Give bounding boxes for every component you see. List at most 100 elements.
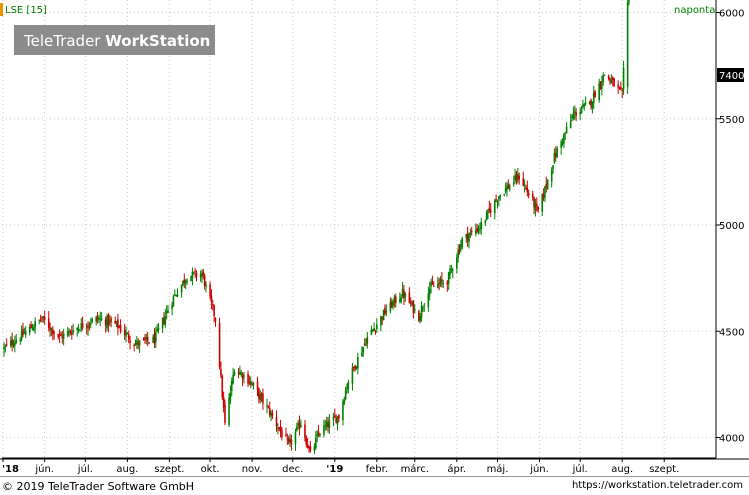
candle-body	[289, 438, 291, 442]
candle-body	[522, 178, 525, 186]
candle	[57, 333, 60, 340]
candle-body	[527, 193, 530, 196]
candle-body	[70, 332, 73, 335]
candle-body	[371, 329, 374, 332]
candle	[108, 314, 111, 327]
candle-body	[442, 282, 445, 284]
candle-body	[499, 194, 501, 197]
candle-body	[104, 319, 107, 326]
candle-body	[618, 87, 621, 89]
candle-body	[76, 327, 79, 330]
candle	[344, 386, 347, 401]
candle	[493, 198, 496, 220]
candle-body	[563, 133, 565, 144]
candle-body	[447, 272, 450, 284]
candle-body	[428, 288, 431, 295]
candle	[110, 316, 112, 328]
candle-body	[285, 434, 287, 437]
candle	[157, 322, 160, 334]
footer-link[interactable]: https://workstation.teletrader.com	[571, 480, 743, 491]
candle	[9, 336, 12, 348]
candle-body	[365, 344, 367, 346]
candle	[52, 326, 54, 341]
candle	[172, 294, 175, 307]
candle	[560, 139, 563, 155]
candle-body	[588, 101, 591, 105]
candle	[213, 304, 215, 323]
candle-body	[450, 268, 453, 270]
candle-body	[275, 417, 278, 427]
candle	[514, 168, 516, 184]
candle	[319, 433, 321, 438]
candle	[155, 326, 157, 349]
candle-body	[60, 333, 62, 336]
candle	[533, 196, 535, 215]
candle	[66, 327, 69, 338]
candle-body	[584, 102, 587, 104]
candle-body	[167, 310, 169, 313]
candle-body	[22, 328, 24, 335]
candle-body	[496, 201, 499, 203]
candle-body	[30, 324, 32, 329]
x-tick-label: aug.	[611, 464, 633, 475]
candle-body	[583, 104, 586, 107]
candle	[146, 331, 149, 347]
candle-body	[72, 329, 74, 333]
candle-body	[508, 185, 511, 190]
candle	[323, 419, 325, 438]
candle	[582, 99, 584, 109]
candle-body	[336, 416, 339, 425]
candle	[252, 381, 255, 390]
candle	[601, 75, 603, 96]
candle-body	[175, 295, 177, 297]
candle	[617, 80, 619, 95]
candle	[621, 88, 624, 99]
candle-body	[485, 211, 488, 221]
candle-body	[332, 416, 335, 420]
candle	[24, 326, 27, 339]
candle-body	[228, 397, 230, 425]
candle	[553, 148, 556, 164]
candle-body	[195, 272, 198, 277]
candle-body	[418, 311, 420, 321]
candle	[77, 323, 80, 334]
candle-body	[268, 408, 271, 415]
candle-body	[42, 316, 45, 319]
candle-body	[305, 438, 308, 445]
candle-body	[249, 381, 252, 385]
candle	[413, 304, 416, 314]
candle	[534, 198, 537, 217]
candle-body	[300, 424, 302, 428]
candle-body	[62, 333, 65, 339]
x-tick-label: nov.	[242, 464, 263, 475]
candle	[266, 398, 268, 414]
candle-body	[518, 175, 520, 180]
y-tick-label: 6000	[719, 9, 744, 20]
instrument-label[interactable]: LSE [15]	[5, 5, 47, 16]
candle	[243, 372, 245, 384]
x-tick-label: júl.	[77, 463, 93, 475]
candle	[456, 253, 458, 274]
candle-body	[15, 340, 18, 343]
candle	[80, 317, 83, 332]
candle	[409, 297, 412, 307]
candle	[389, 297, 392, 314]
candle-body	[190, 276, 192, 282]
candle	[336, 416, 339, 431]
candle	[19, 336, 22, 345]
candle-body	[315, 437, 317, 449]
candle-body	[515, 174, 518, 181]
candle-body	[554, 153, 557, 157]
candle	[613, 77, 615, 87]
candle	[300, 419, 302, 428]
candle	[325, 416, 328, 431]
candle-body	[209, 284, 211, 297]
candle	[161, 317, 164, 334]
candle	[399, 292, 401, 304]
candle	[258, 387, 260, 404]
candle	[506, 181, 508, 197]
candle	[571, 114, 573, 122]
candle-body	[323, 425, 325, 435]
candle	[201, 269, 203, 284]
